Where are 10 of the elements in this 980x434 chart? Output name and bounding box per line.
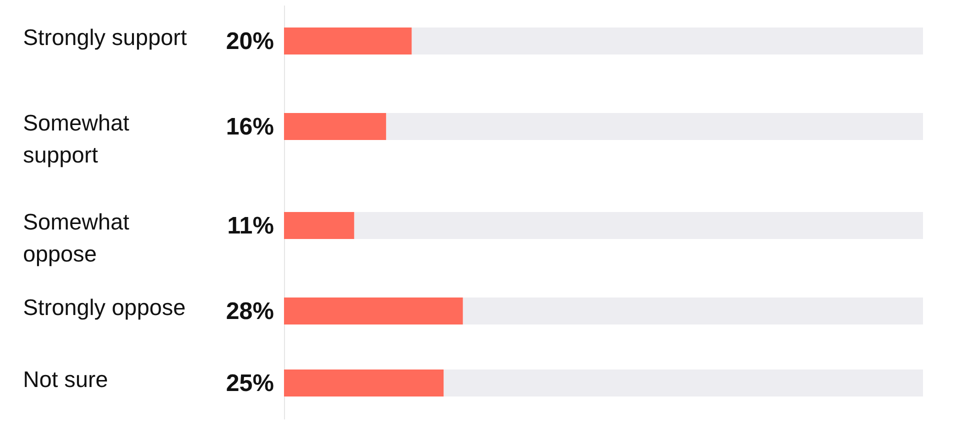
- data-label: 28%: [226, 298, 274, 325]
- data-label: 16%: [226, 114, 274, 140]
- data-label: 20%: [226, 28, 274, 55]
- y-tick-label: Not sure: [23, 367, 108, 392]
- y-tick-label: Strongly support: [23, 25, 188, 50]
- y-tick-label: Somewhat oppose: [23, 210, 130, 266]
- data-label: 25%: [226, 370, 274, 397]
- y-tick-label: Strongly oppose: [23, 295, 186, 320]
- data-label: 11%: [227, 212, 274, 240]
- y-tick-label: Somewhat support: [23, 110, 130, 168]
